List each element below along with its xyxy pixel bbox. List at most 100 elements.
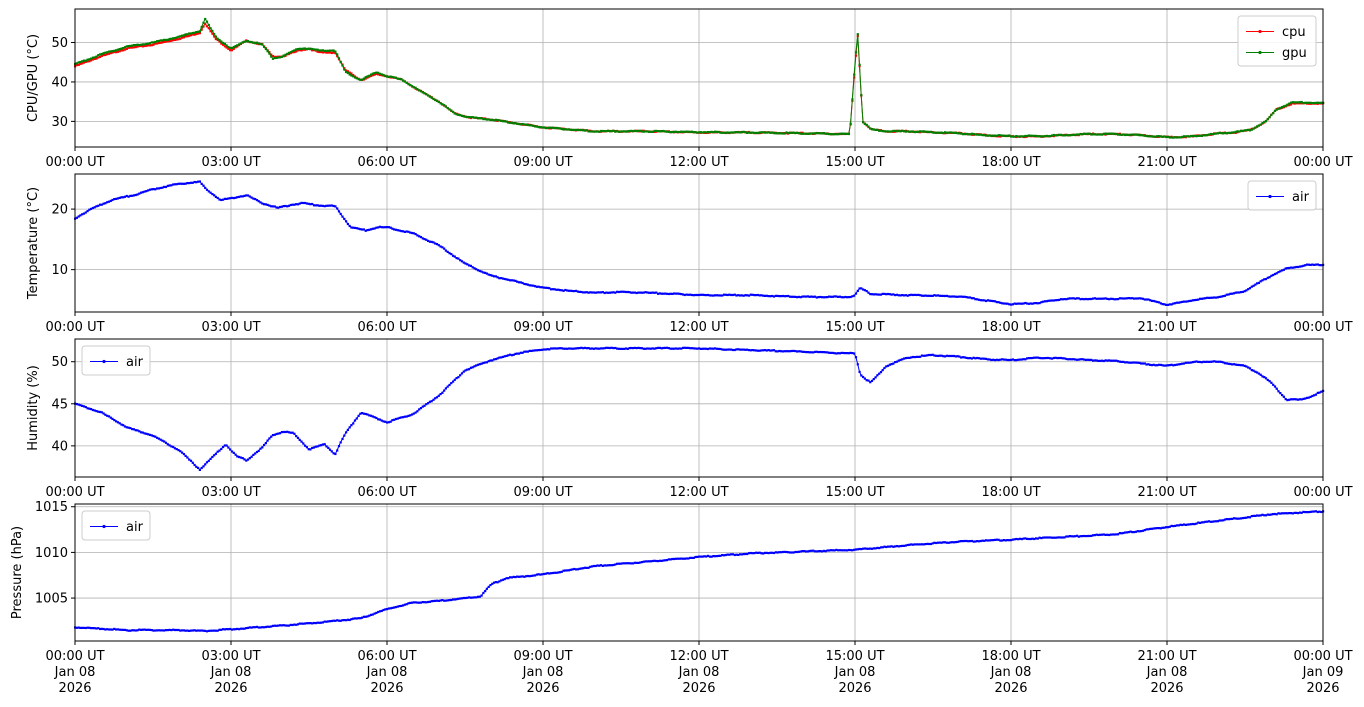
data-point: [799, 132, 802, 135]
data-point: [428, 240, 431, 243]
data-point: [678, 557, 681, 560]
data-point: [1134, 133, 1137, 136]
data-point: [797, 550, 800, 553]
data-point: [1264, 377, 1268, 380]
data-point: [963, 295, 966, 298]
data-point: [698, 293, 701, 297]
data-point: [977, 133, 981, 136]
data-point: [541, 573, 544, 576]
data-point: [491, 582, 494, 585]
data-point: [86, 407, 89, 410]
data-point: [1058, 356, 1061, 360]
data-point: [1113, 132, 1116, 135]
data-point: [453, 255, 456, 258]
data-point: [348, 224, 351, 228]
data-point: [1193, 360, 1196, 363]
data-point: [248, 457, 251, 460]
data-point: [1154, 527, 1157, 530]
data-point: [81, 404, 84, 407]
data-point: [88, 407, 91, 410]
data-point: [1124, 133, 1127, 137]
data-point: [337, 445, 341, 448]
data-point: [93, 627, 96, 630]
data-point: [580, 567, 583, 570]
data-point: [623, 130, 626, 133]
data-point: [170, 37, 173, 40]
data-point: [673, 557, 676, 561]
data-point: [976, 133, 979, 136]
data-point: [944, 294, 947, 298]
y-tick-label: 40: [51, 439, 68, 454]
data-point: [1092, 133, 1095, 136]
data-point: [132, 44, 135, 47]
data-point: [1115, 132, 1118, 136]
data-point: [1175, 301, 1178, 304]
data-point: [726, 553, 729, 556]
data-point: [1106, 359, 1109, 362]
data-point: [810, 351, 813, 354]
data-point: [967, 296, 970, 299]
data-point: [1088, 534, 1091, 538]
data-point: [1143, 529, 1146, 532]
data-point: [252, 197, 255, 200]
data-point: [79, 626, 82, 629]
data-point: [346, 428, 349, 431]
legend-box: [81, 345, 151, 376]
data-point: [903, 130, 906, 133]
data-point: [181, 629, 184, 632]
data-point: [1281, 269, 1284, 272]
data-point: [336, 207, 339, 210]
data-point: [1191, 361, 1195, 364]
data-point: [1282, 512, 1285, 515]
data-point: [655, 129, 658, 132]
data-point: [815, 296, 818, 299]
data-point: [223, 628, 226, 631]
data-point: [1229, 292, 1232, 295]
data-point: [147, 189, 150, 192]
data-point: [97, 54, 100, 57]
data-point: [689, 293, 692, 296]
data-point: [897, 545, 900, 548]
data-point: [496, 276, 499, 279]
data-point: [148, 42, 152, 45]
data-point: [1245, 365, 1248, 368]
data-point: [596, 291, 599, 294]
data-point: [198, 32, 201, 35]
data-point: [844, 132, 847, 135]
data-point: [735, 553, 738, 556]
data-point: [186, 629, 189, 632]
data-point: [525, 350, 528, 353]
data-point: [125, 426, 128, 429]
data-point: [239, 42, 242, 45]
data-point: [969, 540, 972, 543]
data-point: [1247, 366, 1250, 369]
data-point: [1245, 289, 1248, 292]
data-point: [685, 130, 688, 133]
data-point: [271, 624, 275, 627]
data-point: [439, 599, 442, 602]
data-point: [141, 628, 144, 631]
data-point: [633, 129, 636, 132]
data-point: [838, 352, 841, 355]
data-point: [994, 359, 997, 362]
data-point: [159, 41, 162, 44]
data-point: [250, 40, 253, 44]
data-point: [578, 128, 581, 132]
data-point: [125, 45, 128, 48]
data-point: [353, 419, 357, 422]
data-point: [1095, 297, 1098, 300]
data-point: [539, 348, 542, 352]
data-point: [129, 46, 132, 49]
data-point: [437, 394, 440, 397]
data-point: [760, 552, 763, 555]
data-point: [1314, 510, 1318, 513]
data-point: [334, 50, 337, 53]
data-point: [346, 70, 349, 73]
data-point: [298, 47, 301, 50]
data-point: [897, 129, 900, 132]
data-point: [542, 572, 546, 576]
x-tick-label: 21:00 UT: [1137, 320, 1196, 335]
data-point: [890, 363, 893, 366]
data-point: [976, 356, 979, 360]
x-tick-label: 15:00 UT Jan 08 2026: [825, 649, 884, 696]
